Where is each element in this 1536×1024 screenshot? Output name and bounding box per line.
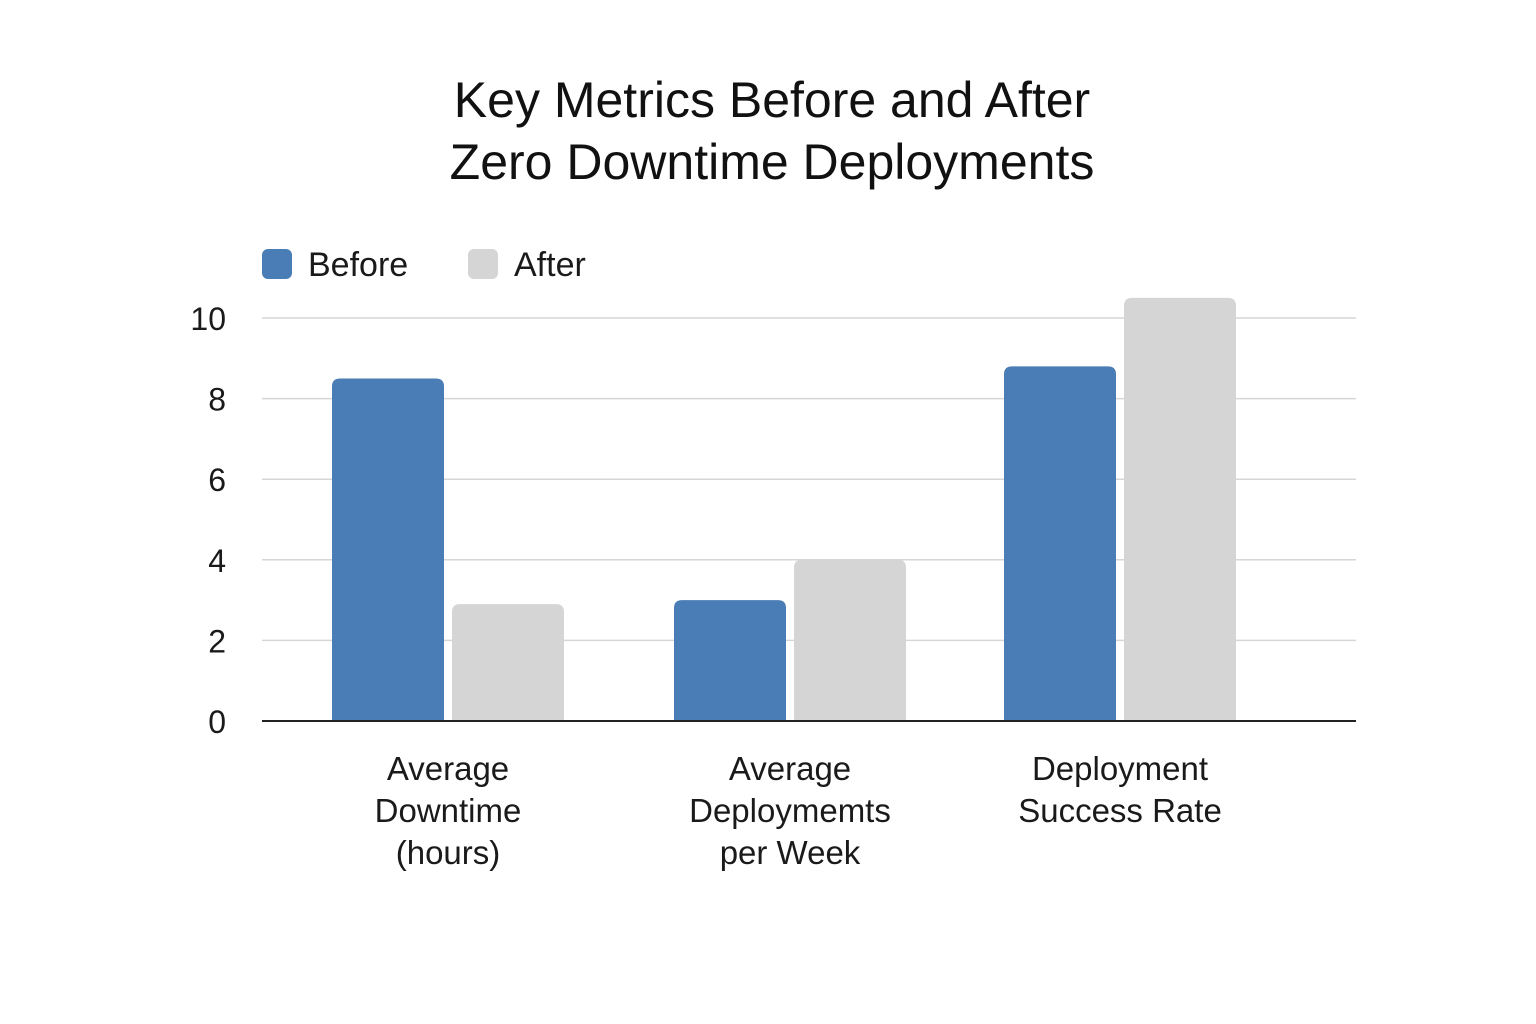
x-category-label-line: Average (729, 750, 851, 787)
legend-label-before: Before (308, 246, 408, 284)
chart-title: Key Metrics Before and After Zero Downtim… (450, 72, 1095, 190)
bar-after-2 (1124, 297, 1236, 721)
legend-swatch-after (468, 249, 498, 279)
bar-before-0 (332, 378, 444, 721)
x-category-label-line: Downtime (375, 792, 522, 829)
x-category-label-line: per Week (720, 834, 861, 871)
y-tick-label: 6 (208, 462, 226, 498)
legend-swatch-before (262, 249, 292, 279)
y-tick-label: 4 (208, 543, 226, 579)
chart-legend: Before After (262, 246, 586, 284)
x-category-label: Average Deploymemts per Week (689, 750, 891, 871)
y-tick-label: 2 (208, 623, 226, 659)
y-tick-label: 8 (208, 382, 226, 418)
chart-title-line: Key Metrics Before and After (454, 72, 1090, 128)
x-category-label-line: Deploymemts (689, 792, 891, 829)
x-category-label-line: Average (387, 750, 509, 787)
y-tick-label: 0 (208, 704, 226, 740)
y-axis-ticks: 0 2 4 6 8 10 (190, 301, 226, 740)
x-axis-category-labels: Average Downtime (hours) Average Deploymemts… (375, 750, 1222, 871)
bar-after-1 (794, 559, 906, 721)
x-category-label-line: Success Rate (1018, 792, 1222, 829)
legend-label-after: After (514, 246, 586, 284)
bars (332, 297, 1236, 721)
x-category-label-line: Deployment (1032, 750, 1208, 787)
x-category-label-line: (hours) (396, 834, 501, 871)
bar-before-1 (674, 600, 786, 721)
bar-before-2 (1004, 366, 1116, 721)
bar-after-0 (452, 604, 564, 721)
chart-title-line: Zero Downtime Deployments (450, 134, 1095, 190)
x-category-label: Average Downtime (hours) (375, 750, 522, 871)
y-tick-label: 10 (190, 301, 226, 337)
x-category-label: Deployment Success Rate (1018, 750, 1222, 829)
